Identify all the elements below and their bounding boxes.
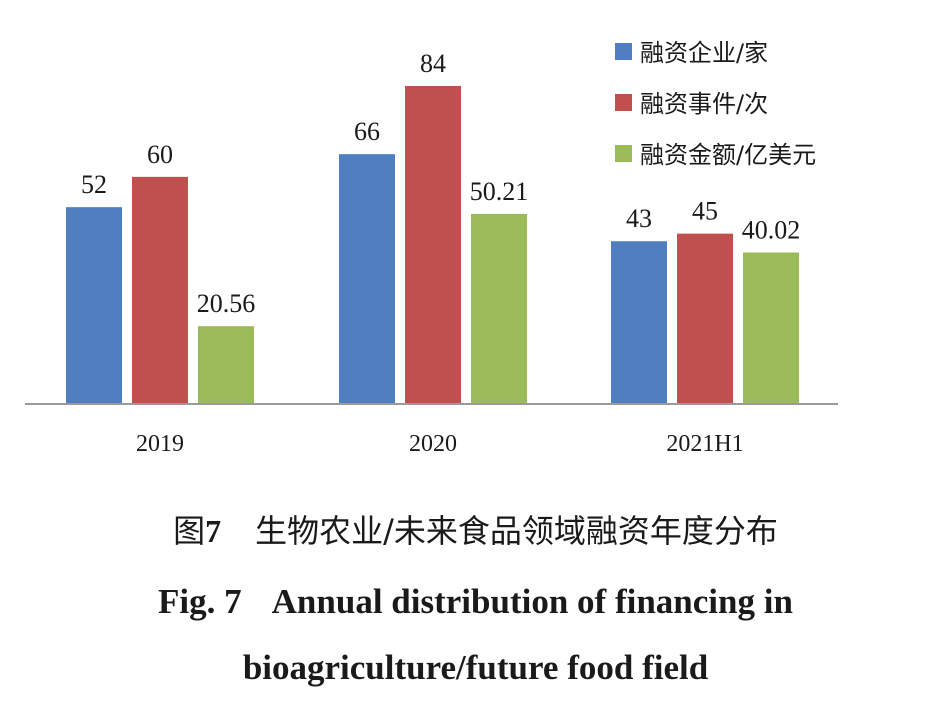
data-label-series2-2020: 84 bbox=[420, 49, 446, 78]
data-label-series3-2019: 20.56 bbox=[197, 289, 256, 318]
data-label-series3-2021h1: 40.02 bbox=[742, 215, 801, 244]
data-label-series3-2020: 50.21 bbox=[470, 177, 529, 206]
legend-label-series1: 融资企业/家 bbox=[640, 39, 768, 67]
bar-series3-2020 bbox=[471, 213, 527, 404]
caption-english-line2: bioagriculture/future food field bbox=[242, 648, 709, 687]
data-label-series2-2019: 60 bbox=[147, 140, 173, 169]
caption-english-line1: Fig. 7 Annual distribution of financing i… bbox=[0, 582, 951, 622]
x-tick-label-2019: 2019 bbox=[136, 431, 184, 457]
x-tick-label-2020: 2020 bbox=[409, 431, 457, 457]
data-label-series1-2020: 66 bbox=[354, 117, 380, 146]
data-label-series2-2021h1: 45 bbox=[692, 197, 718, 226]
legend-label-series2: 融资事件/次 bbox=[640, 90, 768, 118]
x-tick-label-2021h1: 2021H1 bbox=[666, 431, 743, 457]
caption-cn-text: 生物农业/未来食品领域融资年度分布 bbox=[255, 512, 778, 550]
caption-en-text-line1: Annual distribution of financing in bbox=[271, 582, 793, 621]
bars-layer bbox=[66, 86, 799, 404]
bar-series1-2019 bbox=[66, 207, 122, 404]
data-label-series1-2019: 52 bbox=[81, 170, 107, 199]
legend-swatch-series3 bbox=[615, 145, 632, 162]
caption-en-prefix: Fig. 7 bbox=[158, 582, 242, 621]
legend-label-series3: 融资金额/亿美元 bbox=[640, 141, 816, 169]
caption-chinese: 图7 生物农业/未来食品领域融资年度分布 bbox=[0, 506, 951, 552]
bar-series1-2021h1 bbox=[611, 241, 667, 404]
bar-series2-2019 bbox=[132, 176, 188, 404]
bar-chart: 52 60 20.56 66 84 50.21 43 45 40.02 2019 2020 2021… bbox=[25, 39, 838, 457]
caption-cn-prefix: 图 bbox=[173, 512, 206, 550]
legend-swatch-series2 bbox=[615, 94, 632, 111]
caption-cn-number: 7 bbox=[205, 513, 222, 549]
data-labels-layer: 52 60 20.56 66 84 50.21 43 45 40.02 bbox=[81, 49, 800, 318]
bar-series3-2021h1 bbox=[743, 252, 799, 404]
x-tick-labels: 2019 2020 2021H1 bbox=[136, 431, 744, 457]
bar-series1-2020 bbox=[339, 154, 395, 404]
data-label-series1-2021h1: 43 bbox=[626, 204, 652, 233]
bar-series3-2019 bbox=[198, 326, 254, 404]
legend-swatch-series1 bbox=[615, 43, 632, 60]
bar-series2-2020 bbox=[405, 86, 461, 404]
bar-series2-2021h1 bbox=[677, 233, 733, 404]
